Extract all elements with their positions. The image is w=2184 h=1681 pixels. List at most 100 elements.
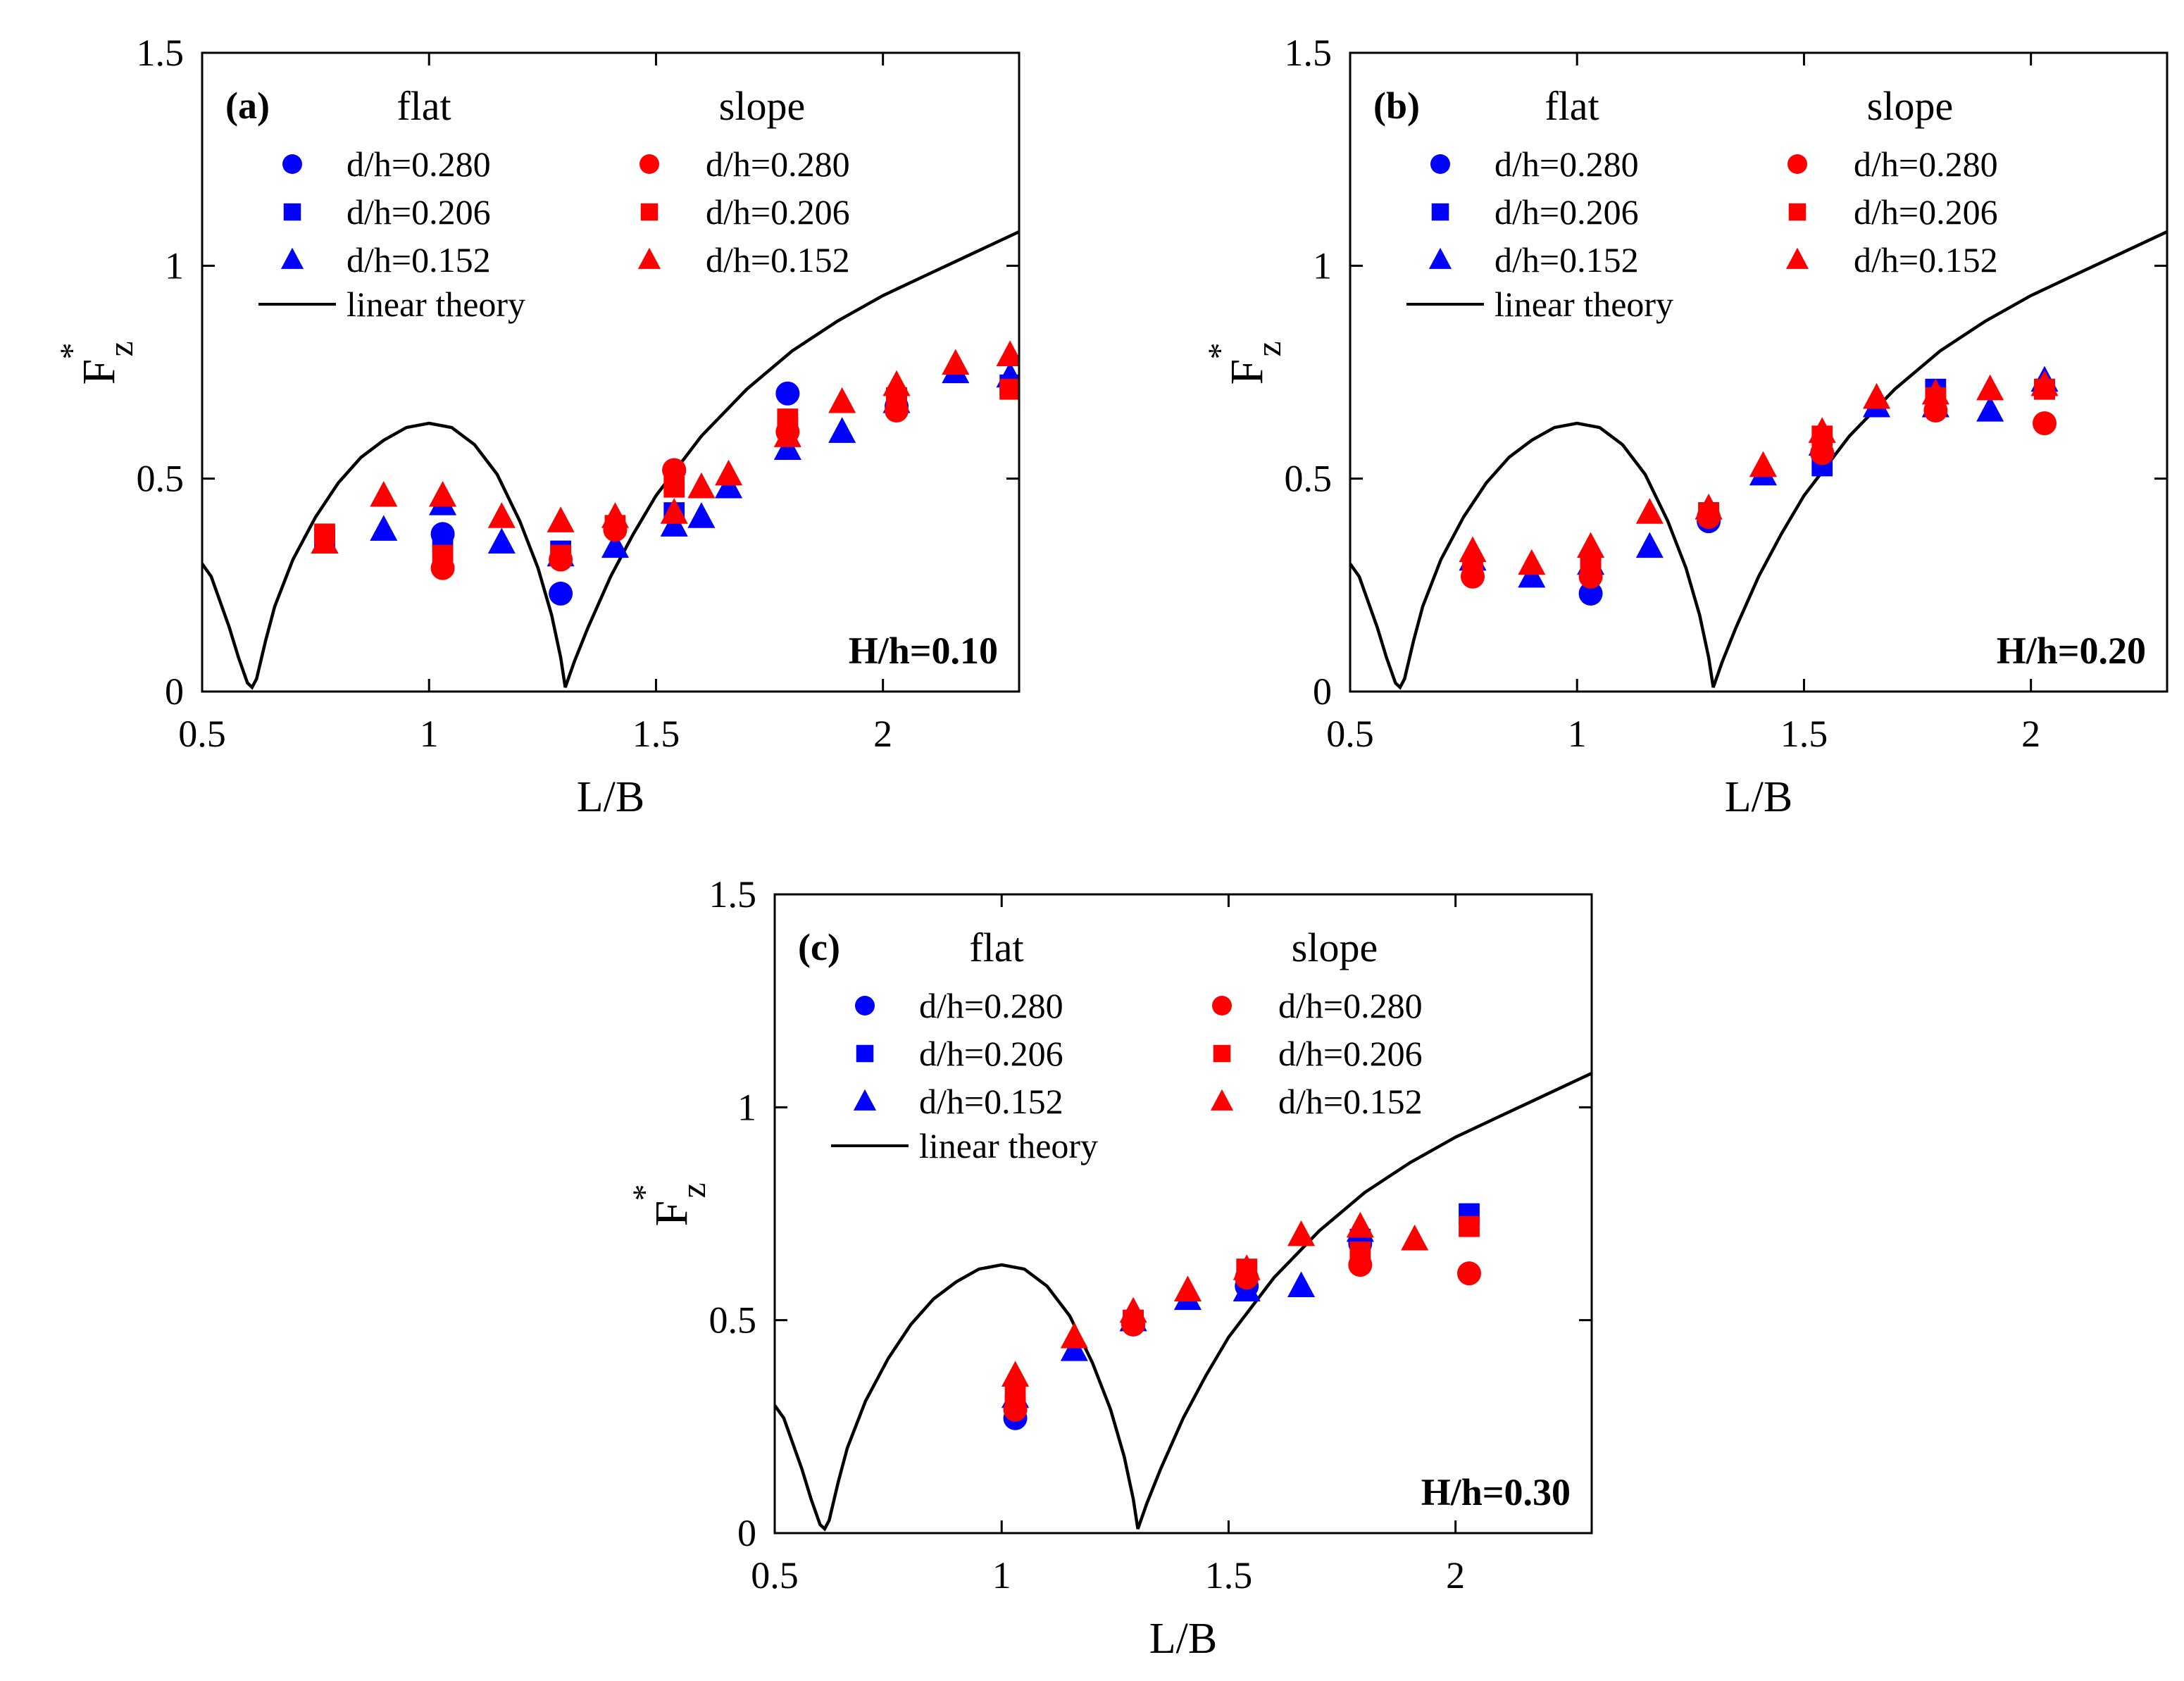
slope-circle-point — [1003, 1397, 1028, 1422]
slope-triangle-point — [942, 349, 970, 375]
legend-flat-label: d/h=0.152 — [1495, 240, 1639, 280]
slope-square-point — [1459, 1216, 1480, 1237]
slope-circle-point — [2033, 411, 2057, 436]
y-tick-label: 0 — [1313, 670, 1332, 713]
x-tick-label: 0.5 — [178, 713, 226, 755]
slope-triangle-point — [715, 459, 743, 486]
slope-triangle-point — [601, 502, 629, 528]
slope-triangle-point — [1233, 1254, 1261, 1280]
slope-triangle-point — [1577, 532, 1605, 558]
x-tick-label: 0.5 — [751, 1554, 799, 1596]
y-tick-label: 0.5 — [709, 1299, 757, 1342]
x-axis-label: L/B — [577, 773, 644, 821]
slope-circle-point — [662, 458, 687, 482]
slope-triangle-point — [429, 480, 457, 507]
legend: flat slope d/h=0.280 d/h=0.280 d/h=0.206 d/h=… — [831, 925, 1423, 1166]
legend-slope-square-marker — [1213, 1044, 1231, 1063]
legend-flat-label: d/h=0.206 — [347, 192, 491, 232]
y-tick-label: 0.5 — [1285, 458, 1333, 500]
legend: flat slope d/h=0.280 d/h=0.280 d/h=0.206 d/h=… — [258, 83, 850, 324]
slope-triangle-point — [660, 498, 688, 524]
linear-theory-line — [202, 230, 1019, 690]
x-tick-label: 2 — [2021, 713, 2040, 755]
y-axis-label-sup: * — [626, 1185, 663, 1201]
legend-slope-triangle-marker — [637, 247, 661, 269]
legend-flat-triangle-marker — [853, 1089, 877, 1111]
y-axis-label-sub: z — [1249, 341, 1288, 356]
x-tick-label: 0.5 — [1326, 713, 1374, 755]
y-axis-label: F* z — [54, 341, 140, 385]
slope-triangle-point — [1921, 378, 1949, 405]
legend-flat-label: d/h=0.206 — [1495, 192, 1639, 232]
slope-triangle-point — [1518, 549, 1546, 575]
wave-height-annotation: H/h=0.20 — [1997, 630, 2146, 672]
axes-frame — [201, 51, 1021, 693]
flat-circle-point — [775, 381, 800, 406]
y-tick-label: 1 — [165, 244, 184, 287]
slope-triangle-point — [311, 527, 339, 554]
slope-square-point — [1580, 557, 1602, 579]
slope-triangle-point — [1001, 1361, 1030, 1387]
legend-slope-label: d/h=0.280 — [1278, 986, 1423, 1025]
y-tick-label: 1.5 — [137, 32, 185, 74]
slope-triangle-point — [1459, 536, 1487, 563]
legend-slope-label: d/h=0.152 — [706, 240, 850, 280]
flat-triangle-point — [370, 515, 398, 541]
legend-title-flat: flat — [969, 925, 1023, 970]
legend-flat-label: d/h=0.280 — [1495, 144, 1639, 184]
y-tick-label: 1.5 — [1285, 32, 1333, 74]
legend-title-flat: flat — [1545, 83, 1599, 129]
slope-triangle-point — [2030, 370, 2059, 396]
legend-line-label: linear theory — [1495, 285, 1673, 324]
legend-title-slope: slope — [1292, 925, 1378, 970]
legend-slope-square-marker — [1788, 203, 1807, 221]
y-axis-label-main: F — [1221, 359, 1273, 385]
legend-title-slope: slope — [719, 83, 805, 129]
x-tick-label: 1 — [420, 713, 439, 755]
x-axis-label: L/B — [1149, 1615, 1217, 1663]
panel-label: (b) — [1373, 85, 1420, 127]
slope-triangle-point — [547, 506, 575, 532]
legend-flat-circle-marker — [282, 154, 302, 174]
x-tick-label: 1.5 — [1205, 1554, 1253, 1596]
flat-triangle-point — [1976, 396, 2004, 422]
x-axis-label: L/B — [1725, 773, 1792, 821]
slope-triangle-point — [370, 480, 398, 507]
legend-flat-label: d/h=0.280 — [347, 144, 491, 184]
slope-triangle-point — [687, 472, 716, 499]
flat-triangle-point — [601, 532, 629, 558]
x-tick-label: 1.5 — [632, 713, 680, 755]
legend-flat-triangle-marker — [1428, 247, 1452, 269]
slope-triangle-point — [1119, 1296, 1147, 1323]
legend-flat-circle-marker — [1430, 154, 1450, 174]
legend-slope-label: d/h=0.206 — [706, 192, 850, 232]
legend-slope-triangle-marker — [1210, 1089, 1234, 1111]
legend-slope-triangle-marker — [1785, 247, 1809, 269]
data-markers — [1459, 365, 2059, 606]
flat-triangle-point — [487, 527, 516, 554]
y-tick-label: 1.5 — [709, 873, 757, 916]
slope-triangle-point — [1863, 382, 1891, 409]
legend-flat-label: d/h=0.152 — [347, 240, 491, 280]
legend-line-label: linear theory — [919, 1126, 1098, 1166]
legend-slope-square-marker — [640, 203, 659, 221]
y-axis-label-sub: z — [673, 1182, 713, 1198]
y-tick-label: 0 — [737, 1512, 756, 1554]
legend-slope-label: d/h=0.152 — [1854, 240, 1998, 280]
slope-triangle-point — [1346, 1211, 1374, 1238]
y-tick-label: 1 — [1313, 244, 1332, 287]
slope-triangle-point — [1695, 494, 1723, 520]
slope-circle-point — [1457, 1261, 1481, 1286]
slope-triangle-point — [1401, 1224, 1429, 1251]
flat-triangle-point — [687, 502, 716, 528]
slope-triangle-point — [1060, 1322, 1088, 1349]
slope-triangle-point — [996, 340, 1019, 366]
legend-slope-circle-marker — [1212, 996, 1232, 1016]
y-axis-label-main: F — [646, 1201, 697, 1227]
slope-triangle-point — [882, 370, 911, 396]
y-axis-label: F* z — [626, 1182, 713, 1226]
slope-square-point — [999, 378, 1019, 400]
